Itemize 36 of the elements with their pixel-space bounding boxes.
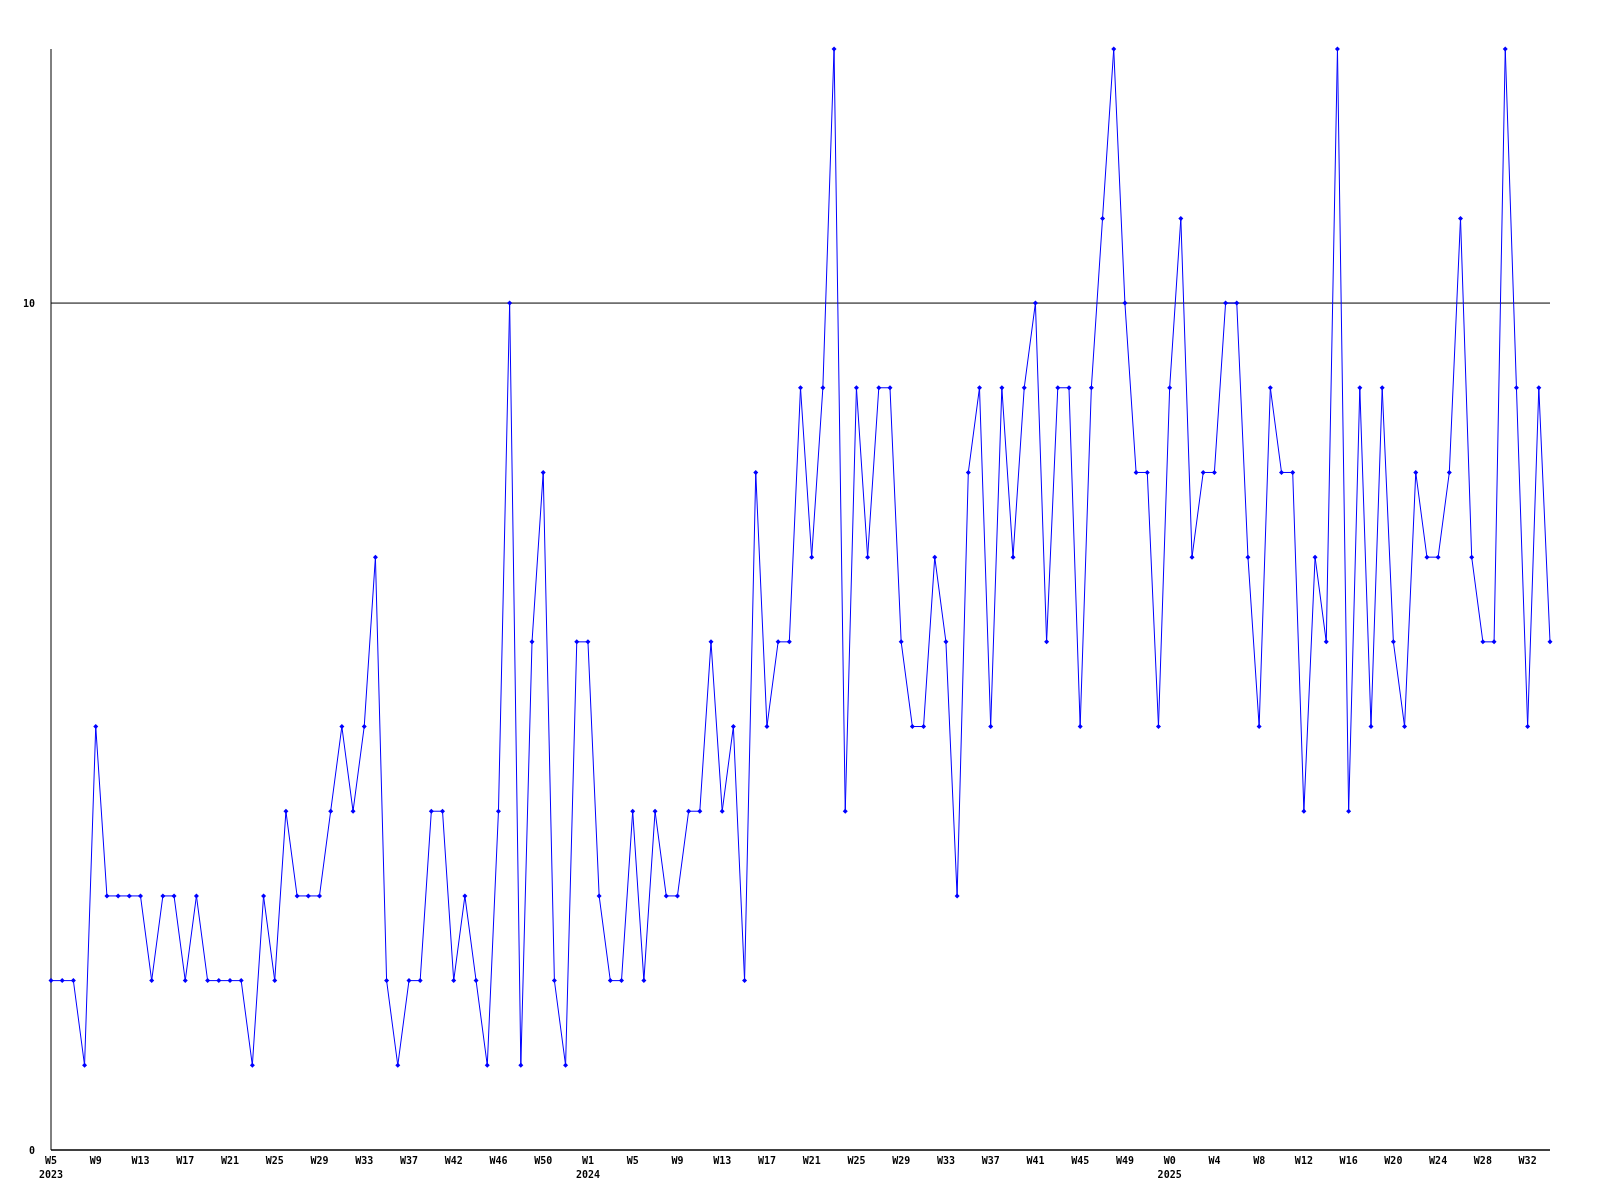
y-tick-label: 10 xyxy=(22,297,35,309)
x-tick-label: W46 xyxy=(489,1155,508,1166)
x-tick-label: W13 xyxy=(713,1155,732,1166)
x-tick-label: W17 xyxy=(176,1155,195,1166)
x-tick-label: W50 xyxy=(534,1155,553,1166)
x-tick-label: W21 xyxy=(220,1155,240,1166)
x-tick-label: W33 xyxy=(936,1155,955,1166)
x-tick-label: W28 xyxy=(1473,1155,1492,1166)
x-tick-label: W21 xyxy=(802,1155,821,1166)
x-tick-label: W13 xyxy=(131,1155,150,1166)
x-tick-label: W41 xyxy=(1026,1155,1045,1166)
x-tick-label: W25 xyxy=(847,1155,866,1166)
x-tick-label: W42 xyxy=(444,1155,463,1166)
x-tick-label: W32 xyxy=(1518,1155,1537,1166)
x-tick-label: W0 2025 xyxy=(1157,1155,1182,1180)
x-tick-label: W5 2023 xyxy=(38,1155,64,1180)
x-tick-label: W8 xyxy=(1253,1155,1266,1166)
x-tick-label: W12 xyxy=(1294,1155,1313,1166)
x-tick-label: W9 xyxy=(671,1155,684,1166)
x-tick-label: W9 xyxy=(89,1155,102,1166)
x-tick-label: W29 xyxy=(310,1155,329,1166)
x-tick-label: W17 xyxy=(757,1155,776,1166)
x-tick-label: W1 2024 xyxy=(575,1155,600,1180)
x-tick-label: W29 xyxy=(892,1155,911,1166)
x-tick-label: W5 xyxy=(626,1155,639,1166)
x-tick-label: W24 xyxy=(1429,1155,1448,1166)
x-tick-label: W4 xyxy=(1208,1155,1221,1166)
x-tick-label: W16 xyxy=(1339,1155,1358,1166)
x-tick-label: W37 xyxy=(399,1155,418,1166)
y-tick-label: 0 xyxy=(28,1144,35,1156)
x-tick-label: W37 xyxy=(981,1155,1000,1166)
x-tick-label: W45 xyxy=(1071,1155,1090,1166)
x-tick-label: W49 xyxy=(1115,1155,1134,1166)
x-tick-label: W25 xyxy=(265,1155,284,1166)
x-tick-label: W33 xyxy=(355,1155,374,1166)
x-tick-label: W20 xyxy=(1384,1155,1403,1166)
